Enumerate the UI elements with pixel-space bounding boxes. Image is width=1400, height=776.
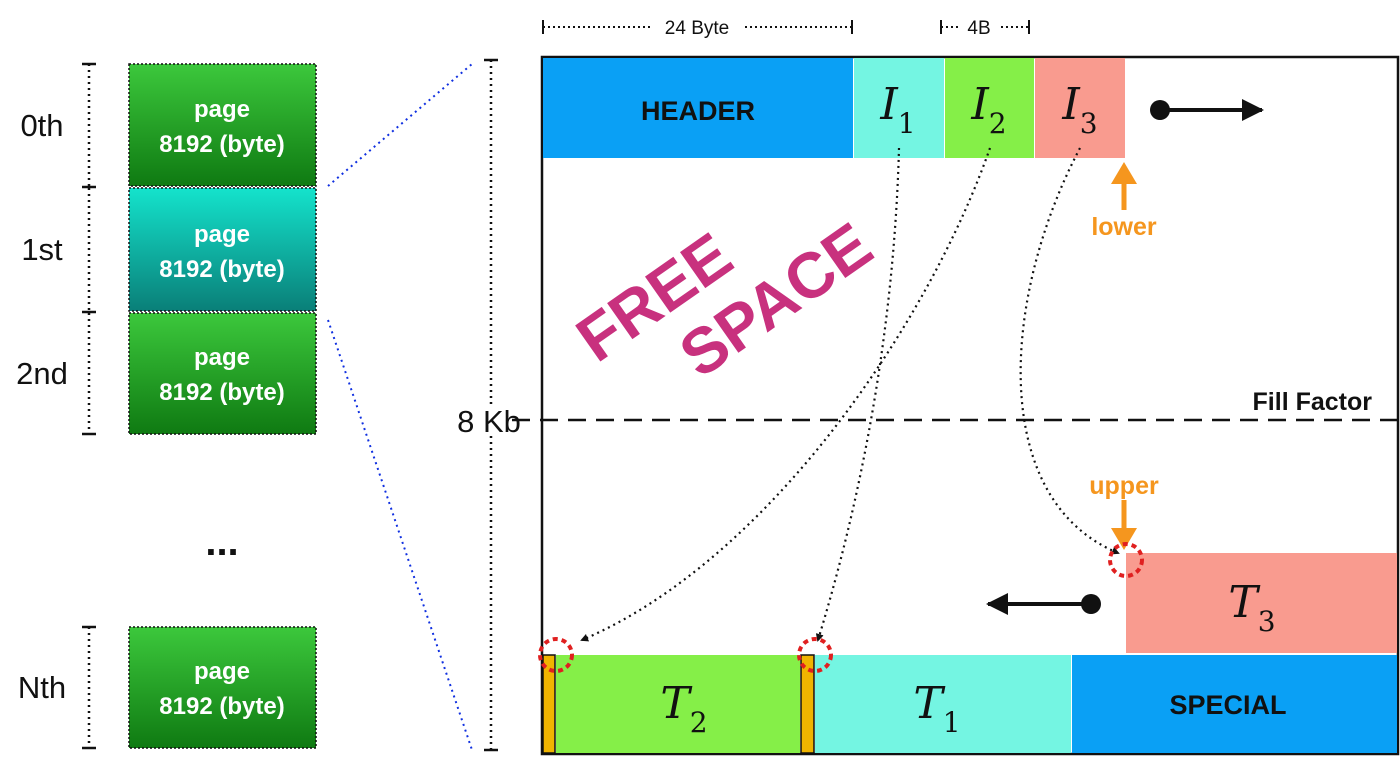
header-size-dimension bbox=[542, 20, 853, 34]
page-size-label: 8 Kb bbox=[457, 404, 521, 439]
fill-factor-label: Fill Factor bbox=[1253, 388, 1373, 416]
page-block-title: page bbox=[194, 221, 250, 248]
page-index-ticks bbox=[82, 62, 96, 750]
items-growth-arrow bbox=[1150, 99, 1264, 121]
tuple-subscript: 3 bbox=[1258, 605, 1276, 638]
page-index-nth: Nth bbox=[18, 670, 66, 705]
header-size-label: 24 Byte bbox=[665, 18, 729, 39]
highlight-t1-start bbox=[797, 637, 833, 673]
page-index-2nd: 2nd bbox=[16, 356, 68, 391]
page-index-1st: 1st bbox=[21, 232, 63, 267]
tuple-letter: T bbox=[913, 678, 946, 729]
page-index-0th: 0th bbox=[20, 108, 63, 143]
item-letter: I bbox=[970, 79, 990, 130]
svg-text:I1: I1 bbox=[879, 79, 915, 140]
page-block-title: page bbox=[194, 96, 250, 123]
zoom-connectors bbox=[327, 63, 473, 751]
tuple-subscript: 2 bbox=[690, 706, 708, 739]
special-label: SPECIAL bbox=[1169, 690, 1286, 720]
tuples-growth-arrow bbox=[986, 593, 1101, 615]
svg-text:T2: T2 bbox=[660, 678, 707, 739]
special-area: SPECIAL bbox=[1072, 655, 1397, 753]
item-size-label: 4B bbox=[967, 18, 990, 39]
tuple-t3: T3 bbox=[1126, 553, 1397, 653]
svg-text:I2: I2 bbox=[970, 79, 1006, 140]
tuple-letter: T bbox=[1228, 577, 1261, 628]
tuple-start-highlights bbox=[538, 542, 1144, 673]
item-to-tuple-pointers bbox=[580, 147, 1120, 642]
tuple-header-t1 bbox=[800, 654, 815, 754]
item-letter: I bbox=[879, 79, 899, 130]
page-block-2: page 8192 (byte) bbox=[128, 312, 317, 435]
item-pointer-i3: I3 bbox=[1035, 58, 1125, 158]
lower-label: lower bbox=[1091, 213, 1157, 241]
item-size-dimension bbox=[940, 20, 1030, 34]
tuple-t2: T2 bbox=[556, 655, 800, 753]
svg-text:T1: T1 bbox=[913, 678, 960, 739]
ellipsis: ... bbox=[205, 520, 238, 564]
page-block-size: 8192 (byte) bbox=[159, 693, 284, 720]
item-subscript: 1 bbox=[898, 107, 916, 140]
svg-text:I3: I3 bbox=[1061, 79, 1097, 140]
page-header: HEADER bbox=[543, 58, 853, 158]
page-block-0: page 8192 (byte) bbox=[128, 63, 317, 187]
item-subscript: 2 bbox=[989, 107, 1007, 140]
page-block-title: page bbox=[194, 658, 250, 685]
page-block-1: page 8192 (byte) bbox=[128, 187, 317, 312]
item-pointer-i2: I2 bbox=[945, 58, 1034, 158]
page-size-ruler bbox=[484, 58, 498, 752]
tuple-header-t2 bbox=[542, 654, 556, 754]
page-block-size: 8192 (byte) bbox=[159, 379, 284, 406]
page-block-size: 8192 (byte) bbox=[159, 131, 284, 158]
svg-text:T3: T3 bbox=[1228, 577, 1275, 638]
item-subscript: 3 bbox=[1080, 107, 1098, 140]
page-block-size: 8192 (byte) bbox=[159, 256, 284, 283]
tuple-letter: T bbox=[660, 678, 693, 729]
upper-label: upper bbox=[1089, 472, 1159, 500]
lower-pointer bbox=[1111, 162, 1137, 210]
item-pointer-i1: I1 bbox=[854, 58, 944, 158]
pointer-i1-to-t1 bbox=[815, 147, 901, 642]
header-label: HEADER bbox=[641, 96, 755, 126]
item-letter: I bbox=[1061, 79, 1081, 130]
upper-pointer bbox=[1111, 500, 1137, 550]
highlight-t3-start bbox=[1108, 542, 1144, 578]
highlight-t2-start bbox=[538, 637, 574, 673]
tuple-subscript: 1 bbox=[943, 706, 961, 739]
pointer-i2-to-t2 bbox=[580, 147, 992, 642]
tuple-t1: T1 bbox=[815, 655, 1071, 753]
page-block-title: page bbox=[194, 344, 250, 371]
page-block-n: page 8192 (byte) bbox=[128, 626, 317, 749]
